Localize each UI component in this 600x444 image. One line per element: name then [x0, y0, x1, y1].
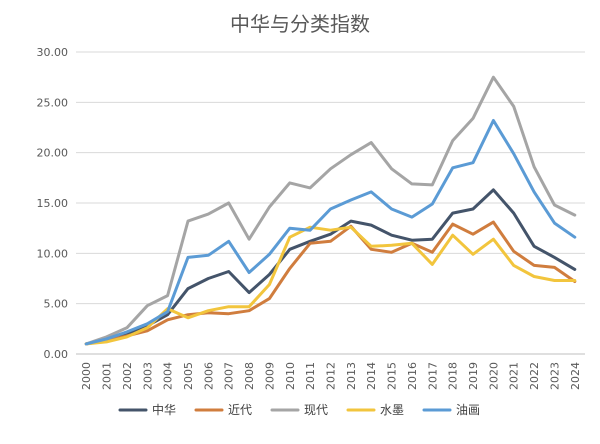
- x-axis-ticks: 2000 2001 2002 2003 2004 2005 2006 2007 2008 2009…: [80, 362, 582, 390]
- x-tick-label: 2012: [325, 362, 338, 390]
- x-tick-label: 2011: [304, 362, 317, 390]
- y-axis-ticks: 0.00 5.00 10.00 15.00 20.00 25.00 30.00: [37, 46, 69, 361]
- y-tick-label: 20.00: [37, 147, 69, 160]
- series-line-2: [84, 75, 577, 346]
- x-tick-label: 2003: [141, 362, 154, 390]
- series-line-3: [84, 225, 577, 346]
- y-tick-label: 15.00: [37, 197, 69, 210]
- series-line-1: [84, 220, 577, 346]
- series-line-4: [84, 119, 577, 346]
- legend: 中华 近代 现代 水墨 油画: [118, 402, 480, 417]
- x-tick-label: 2023: [548, 362, 561, 390]
- gridlines: [76, 51, 585, 355]
- y-tick-label: 5.00: [44, 298, 69, 311]
- x-tick-label: 2010: [284, 362, 297, 390]
- series-lines: [84, 75, 577, 346]
- x-tick-label: 2007: [223, 362, 236, 390]
- legend-label: 现代: [304, 403, 328, 417]
- x-tick-label: 2024: [569, 362, 582, 390]
- x-tick-label: 2008: [243, 362, 256, 390]
- x-tick-label: 2002: [121, 362, 134, 390]
- x-tick-label: 2013: [345, 362, 358, 390]
- legend-label: 近代: [228, 403, 252, 417]
- legend-label: 油画: [456, 403, 480, 417]
- x-tick-label: 2018: [447, 362, 460, 390]
- x-tick-label: 2017: [426, 362, 439, 390]
- x-tick-label: 2005: [182, 362, 195, 390]
- x-tick-label: 2006: [202, 362, 215, 390]
- x-tick-label: 2001: [101, 362, 114, 390]
- legend-label: 水墨: [380, 403, 404, 417]
- x-tick-label: 2019: [467, 362, 480, 390]
- x-tick-label: 2009: [263, 362, 276, 390]
- series-line-0: [84, 188, 577, 346]
- x-tick-label: 2004: [162, 362, 175, 390]
- x-tick-label: 2021: [508, 362, 521, 390]
- x-tick-label: 2020: [487, 362, 500, 390]
- y-tick-label: 30.00: [37, 46, 69, 59]
- y-tick-label: 0.00: [44, 348, 69, 361]
- y-tick-label: 25.00: [37, 96, 69, 109]
- x-tick-label: 2016: [406, 362, 419, 390]
- legend-label: 中华: [152, 402, 176, 417]
- x-tick-label: 2015: [386, 362, 399, 390]
- x-tick-label: 2022: [528, 362, 541, 390]
- x-tick-label: 2000: [80, 362, 93, 390]
- y-tick-label: 10.00: [37, 247, 69, 260]
- x-tick-label: 2014: [365, 362, 378, 390]
- chart-title: 中华与分类指数: [230, 12, 370, 36]
